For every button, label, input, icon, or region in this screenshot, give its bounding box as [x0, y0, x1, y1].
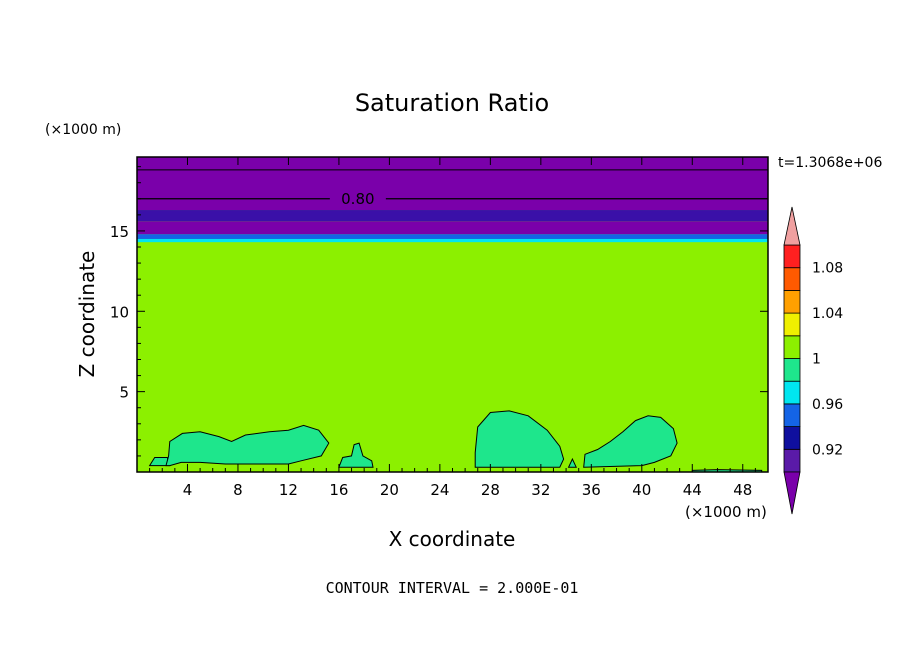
x-tick-label: 40: [632, 481, 651, 499]
colorbar-label: 1: [812, 352, 821, 368]
colorbar-swatch-2: [783, 403, 801, 427]
contour-label: 0.80: [341, 190, 374, 208]
band-3: [137, 210, 768, 222]
colorbar-swatch-5: [783, 335, 801, 359]
y-tick-label: 5: [119, 384, 129, 402]
x-tick-label: 28: [481, 481, 500, 499]
colorbar-swatch-1: [783, 426, 801, 450]
colorbar-under-triangle: [783, 471, 801, 515]
plot-area: 0.80: [136, 156, 769, 473]
time-label: t=1.3068e+06: [778, 155, 882, 171]
y-axis-title: Z coordinate: [75, 251, 99, 378]
colorbar-swatch-0: [783, 448, 801, 473]
x-tick-label: 8: [233, 481, 243, 499]
colorbar-label: 0.96: [812, 397, 843, 413]
footer-contour-interval: CONTOUR INTERVAL = 2.000E-01: [326, 579, 579, 597]
cloud-region-0: [148, 457, 171, 467]
x-tick-label: 48: [733, 481, 752, 499]
colorbar-swatch-8: [783, 267, 801, 291]
cloud-region-3: [474, 410, 565, 468]
x-tick-label: 36: [582, 481, 601, 499]
colorbar-label: 1.08: [812, 261, 843, 277]
x-axis-ticks: 4 8 12 16 20 24 28 32 36 40 44 48: [149, 157, 756, 499]
cloud-region-5: [567, 457, 577, 468]
cloud-region-4: [583, 415, 678, 468]
y-axis-ticks: 5 10 15: [110, 166, 768, 457]
x-axis-title: X coordinate: [389, 527, 516, 551]
x-unit-label: (×1000 m): [685, 503, 767, 521]
y-tick-label: 15: [110, 223, 129, 241]
cloud-region-2: [338, 442, 374, 468]
chart-title: Saturation Ratio: [355, 89, 549, 117]
colorbar-swatch-4: [783, 358, 801, 382]
band-0: [137, 238, 768, 243]
y-tick-label: 10: [110, 303, 129, 321]
x-tick-label: 4: [183, 481, 193, 499]
colorbar: 1.08 1.04 1 0.96 0.92: [783, 206, 843, 515]
colorbar-swatch-6: [783, 312, 801, 337]
x-tick-label: 20: [380, 481, 399, 499]
colorbar-swatch-3: [783, 380, 801, 405]
x-tick-label: 24: [430, 481, 449, 499]
x-tick-label: 44: [683, 481, 702, 499]
colorbar-swatch-7: [783, 289, 801, 314]
colorbar-label: 0.92: [812, 442, 843, 458]
x-tick-label: 32: [531, 481, 550, 499]
band-2: [137, 221, 768, 235]
colorbar-swatch-9: [783, 244, 801, 269]
y-unit-label: (×1000 m): [45, 122, 121, 138]
x-tick-label: 16: [329, 481, 348, 499]
colorbar-label: 1.04: [812, 306, 843, 322]
x-tick-label: 12: [279, 481, 298, 499]
colorbar-over-triangle: [783, 206, 801, 246]
band-1: [137, 234, 768, 239]
band-4: [137, 157, 768, 211]
cloud-region-1: [165, 424, 330, 467]
